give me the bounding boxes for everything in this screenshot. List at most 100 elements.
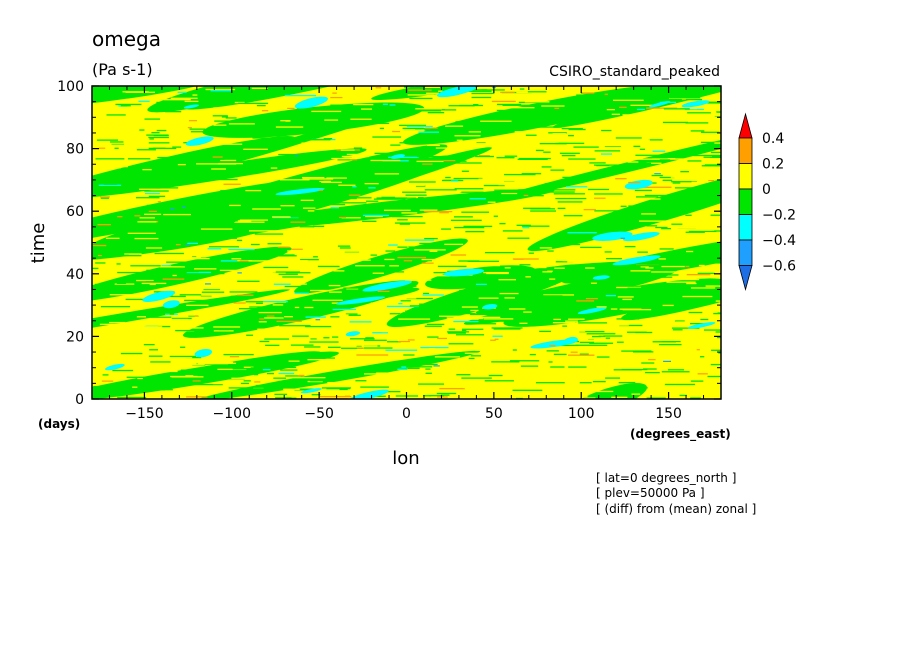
field-streak: [323, 286, 339, 289]
field-streak: [515, 215, 520, 218]
field-streak: [260, 250, 274, 253]
field-streak: [651, 157, 676, 160]
field-streak: [365, 215, 383, 218]
field-streak: [686, 273, 711, 276]
field-streak: [555, 197, 587, 200]
field-streak: [228, 123, 255, 125]
field-streak: [191, 241, 204, 243]
field-streak: [202, 287, 221, 290]
field-streak: [117, 106, 138, 108]
field-streak: [114, 283, 135, 285]
field-streak: [651, 100, 674, 102]
field-streak: [167, 322, 177, 325]
field-streak: [516, 224, 531, 226]
field-streak: [504, 155, 518, 157]
field-streak: [522, 281, 529, 284]
field-streak: [289, 388, 318, 390]
field-speck: [187, 127, 192, 129]
field-streak: [621, 218, 644, 220]
field-streak: [252, 137, 278, 139]
field-streak: [332, 336, 339, 338]
field-streak: [124, 268, 151, 270]
field-streak: [148, 142, 170, 144]
field-speck: [350, 159, 358, 161]
field-streak: [603, 280, 635, 282]
field-streak: [270, 219, 278, 222]
field-patch: [527, 161, 721, 252]
field-streak: [622, 298, 632, 301]
field-streak: [208, 389, 216, 392]
field-speck: [348, 194, 361, 196]
field-streak: [294, 306, 300, 309]
field-streak: [268, 116, 283, 118]
field-streak: [185, 375, 194, 377]
field-streak: [568, 366, 587, 368]
field-streak: [415, 185, 426, 187]
field-streak: [364, 182, 379, 185]
field-streak: [350, 118, 372, 120]
field-streak: [116, 282, 126, 284]
field-streak: [167, 321, 192, 323]
field-streak: [256, 123, 286, 125]
field-streak: [265, 240, 270, 242]
field-streak: [254, 233, 284, 235]
field-streak: [552, 174, 568, 176]
field-streak: [166, 261, 186, 263]
field-streak: [221, 362, 237, 365]
field-streak: [478, 178, 487, 180]
field-streak: [709, 367, 721, 370]
field-streak: [245, 301, 263, 303]
field-streak: [262, 300, 288, 303]
field-streak: [422, 294, 444, 296]
field-streak: [378, 102, 403, 105]
field-streak: [549, 241, 581, 244]
field-streak: [670, 176, 689, 178]
field-streak: [341, 111, 349, 114]
field-streak: [147, 352, 179, 354]
field-streak: [469, 298, 482, 300]
field-streak: [619, 308, 642, 310]
field-streak: [641, 139, 650, 141]
field-streak: [280, 205, 295, 207]
field-streak: [341, 217, 361, 219]
x-tick-label: −50: [304, 406, 334, 422]
field-streak: [458, 260, 480, 262]
field-streak: [230, 295, 243, 297]
y-tick-label: 80: [66, 142, 84, 158]
field-streak: [475, 155, 494, 158]
field-streak: [542, 162, 569, 164]
field-streak: [599, 245, 607, 248]
field-streak: [346, 153, 368, 156]
field-streak: [221, 116, 229, 118]
field-streak: [294, 389, 316, 391]
field-streak: [512, 389, 543, 391]
field-streak: [272, 287, 292, 290]
field-streak: [180, 346, 186, 348]
field-streak: [630, 104, 660, 107]
field-streak: [458, 99, 480, 102]
field-streak: [459, 133, 472, 135]
field-streak: [682, 390, 693, 392]
field-streak: [718, 352, 721, 354]
field-streak: [454, 135, 481, 137]
field-streak: [397, 368, 408, 370]
field-streak: [278, 153, 295, 156]
field-streak: [188, 243, 198, 246]
field-streak: [406, 315, 420, 317]
field-streak: [652, 150, 666, 152]
field-streak: [492, 371, 505, 373]
field-streak: [409, 184, 425, 186]
chart-subtitle: CSIRO_standard_peaked: [549, 64, 720, 80]
field-streak: [556, 388, 572, 390]
field-streak: [153, 389, 166, 391]
field-streak: [275, 126, 304, 128]
field-streak: [622, 114, 649, 116]
field-streak: [274, 234, 296, 236]
field-streak: [305, 316, 326, 318]
field-streak: [382, 271, 405, 273]
field-streak: [454, 226, 485, 229]
field-streak: [589, 162, 606, 164]
field-streak: [521, 314, 544, 317]
field-pocket: [390, 154, 405, 159]
field-speck: [291, 248, 303, 250]
